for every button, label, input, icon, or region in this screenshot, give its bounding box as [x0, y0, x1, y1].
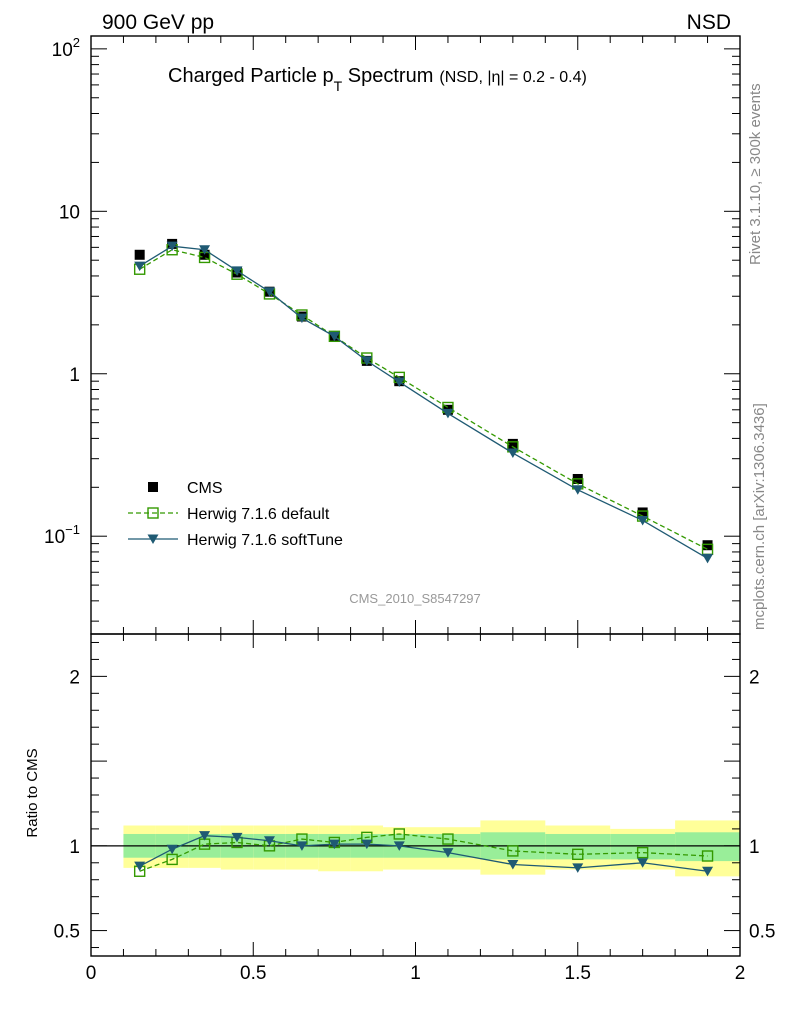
ratio-y-tick-label: 2 — [69, 667, 80, 688]
ratio-point-herwig-7-1-6-softtune — [134, 861, 146, 872]
point-cms — [702, 540, 713, 551]
ratio-inner-band — [610, 833, 676, 860]
x-tick-label: 1.5 — [565, 963, 591, 984]
ratio-y-tick-label: 0.5 — [54, 922, 80, 943]
ratio-point-herwig-7-1-6-softtune — [637, 858, 649, 868]
ratio-point-herwig-7-1-6-default — [701, 850, 714, 862]
point-herwig-7-1-6-softtune — [393, 377, 405, 387]
ratio-y-tick-label-right: 2 — [749, 667, 760, 688]
y-tick-label: 10−1 — [44, 522, 80, 548]
ratio-point-herwig-7-1-6-default — [393, 828, 405, 840]
ratio-y-tick-label-right: 1 — [749, 837, 760, 858]
point-cms — [134, 249, 145, 260]
ratio-inner-band — [675, 832, 740, 862]
ratio-point-herwig-7-1-6-default — [166, 853, 178, 866]
y-tick-label: 10 — [59, 202, 80, 223]
x-tick-label: 1 — [410, 963, 421, 984]
point-herwig-7-1-6-softtune — [134, 261, 146, 272]
ratio-point-herwig-7-1-6-softtune — [263, 836, 275, 846]
ratio-point-herwig-7-1-6-softtune — [328, 839, 340, 850]
ratio-point-herwig-7-1-6-default — [507, 845, 519, 857]
series-line-herwig-7-1-6-default — [139, 249, 708, 550]
chart-title-selection: (NSD, |η| = 0.2 - 0.4) — [439, 69, 586, 86]
ratio-point-herwig-7-1-6-softtune — [361, 839, 373, 850]
ratio-plot-frame — [90, 633, 741, 957]
header-right-label: NSD — [687, 11, 731, 34]
ratio-y-tick-label-right: 0.5 — [749, 922, 775, 943]
chart-title: Charged Particle pT Spectrum (NSD, |η| = … — [168, 65, 587, 94]
chart-title-subscript: T — [334, 78, 343, 94]
legend-marker-cms — [148, 482, 158, 492]
point-herwig-7-1-6-softtune — [572, 485, 584, 495]
point-herwig-7-1-6-softtune — [231, 266, 243, 276]
point-herwig-7-1-6-softtune — [442, 408, 454, 419]
ratio-y-tick-label: 1 — [69, 837, 80, 858]
legend-label-herwig-7-1-6-softtune: Herwig 7.1.6 softTune — [187, 532, 343, 549]
ratio-series-group — [133, 828, 714, 877]
point-herwig-7-1-6-softtune — [199, 245, 211, 255]
point-herwig-7-1-6-softtune — [166, 241, 178, 252]
ratio-point-herwig-7-1-6-softtune — [199, 831, 211, 841]
ratio-inner-band — [545, 833, 611, 860]
y-tick-label: 1 — [69, 365, 80, 386]
point-herwig-7-1-6-softtune — [507, 448, 519, 459]
legend-marker-herwig-7-1-6-default — [147, 507, 159, 519]
legend-marker-herwig-7-1-6-softtune — [147, 534, 159, 544]
header-left-label: 900 GeV pp — [102, 11, 214, 34]
point-cms — [637, 507, 648, 518]
ratio-point-herwig-7-1-6-default — [442, 833, 454, 845]
point-herwig-7-1-6-softtune — [263, 287, 275, 297]
main-series-group — [133, 238, 714, 564]
ratio-line-herwig-7-1-6-softtune — [139, 835, 708, 872]
legend: CMS Herwig 7.1.6 default Herwig 7.1.6 soft… — [128, 480, 343, 549]
ratio-point-herwig-7-1-6-softtune — [296, 841, 308, 851]
point-herwig-7-1-6-default — [701, 543, 714, 556]
legend-label-herwig-7-1-6-default: Herwig 7.1.6 default — [187, 506, 330, 523]
chart-title-suffix: Spectrum — [342, 65, 433, 87]
ratio-ylabel: Ratio to CMS — [24, 748, 41, 837]
series-line-herwig-7-1-6-softtune — [139, 245, 708, 559]
ratio-point-herwig-7-1-6-softtune — [393, 841, 405, 851]
ratio-point-herwig-7-1-6-default — [636, 846, 649, 859]
legend-label-cms: CMS — [187, 480, 223, 497]
mcplots-label: mcplots.cern.ch [arXiv:1306.3436] — [751, 403, 768, 630]
x-tick-label: 0.5 — [240, 963, 266, 984]
y-tick-label: 102 — [52, 35, 80, 61]
point-herwig-7-1-6-softtune — [361, 356, 373, 366]
point-herwig-7-1-6-softtune — [328, 331, 340, 342]
analysis-label: CMS_2010_S8547297 — [349, 591, 481, 606]
rivet-version-label: Rivet 3.1.10, ≥ 300k events — [747, 83, 764, 265]
point-cms — [507, 438, 518, 449]
point-herwig-7-1-6-softtune — [702, 553, 714, 564]
axes-group: 0 0.5 1 1.5 2 102 10 1 10−1 0.5 0.5 1 1 2 2 — [44, 35, 775, 984]
point-cms — [199, 249, 210, 260]
ratio-point-herwig-7-1-6-default — [572, 848, 584, 861]
ratio-point-herwig-7-1-6-softtune — [442, 848, 454, 858]
ratio-point-herwig-7-1-6-softtune — [702, 866, 714, 877]
point-herwig-7-1-6-softtune — [637, 515, 649, 526]
ratio-point-herwig-7-1-6-softtune — [572, 863, 584, 873]
ratio-point-herwig-7-1-6-softtune — [231, 832, 243, 843]
ratio-point-herwig-7-1-6-softtune — [166, 844, 178, 855]
ratio-point-herwig-7-1-6-softtune — [507, 859, 519, 870]
x-tick-label: 0 — [86, 963, 97, 984]
chart-title-main: Charged Particle p — [168, 65, 334, 87]
x-tick-label: 2 — [735, 963, 746, 984]
point-herwig-7-1-6-softtune — [296, 313, 308, 324]
